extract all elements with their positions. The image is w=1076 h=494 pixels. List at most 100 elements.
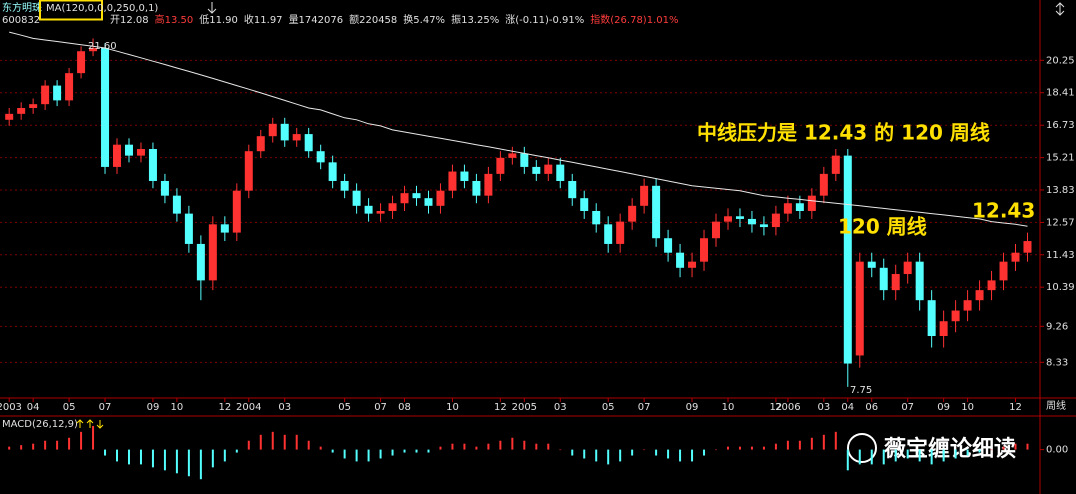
candle-body [148,149,157,181]
x-tick-label: 10 [722,402,735,413]
macd-bar [116,449,119,462]
candle-body [819,173,828,196]
macd-bar [104,449,107,456]
candle-body [927,300,936,337]
x-tick-label: 07 [99,402,112,413]
candle-body [712,221,721,239]
annotation: 中线压力是 12.43 的 120 周线 [697,121,990,145]
macd-bar [259,434,262,450]
macd-bar [235,449,238,453]
macd-bar [978,449,981,453]
y-tick-label: 8.33 [1046,357,1068,368]
macd-bar [918,449,921,462]
candle-body [328,162,337,181]
candle-body [136,149,145,156]
quote-item: 涨(-0.11)-0.91% [505,14,584,26]
candle-body [831,155,840,174]
candle-body [220,224,229,233]
y-tick-label: 12.57 [1046,217,1075,228]
candle-body [196,243,205,281]
macd-bar [703,449,706,456]
candle-body [963,300,972,311]
x-tick-label: 07 [901,402,914,413]
x-tick-label: 07 [638,402,651,413]
y-tick-label: 13.83 [1046,185,1075,196]
macd-bar [439,446,442,450]
quote-item: 收11.97 [244,13,283,26]
x-tick-label: 12 [494,402,507,413]
candle-body [412,193,421,199]
macd-bar [367,449,370,462]
watermark: 薇宝缠论细读 [884,436,1016,462]
candle-body [604,224,613,244]
candle-body [496,157,505,174]
y-tick-label: 9.26 [1046,321,1068,332]
annotation: 12.43 [972,199,1035,223]
macd-bar [846,449,849,471]
candle-body [747,218,756,225]
candle-body [376,210,385,214]
y-tick-label: 20.25 [1046,55,1075,66]
x-tick-label: 05 [602,402,615,413]
candle-body [879,267,888,291]
candle-body [304,134,313,152]
annotation: 7.75 [850,385,872,396]
macd-bar [930,449,933,465]
macd-bar [954,449,957,459]
candle-body [484,173,493,196]
macd-bar [583,449,586,459]
candle-body [795,203,804,211]
macd-bar [151,449,154,468]
macd-bar [307,440,310,450]
macd-bar [750,446,753,450]
macd-bar [68,437,71,450]
y-tick-label: 0.00 [1046,445,1068,456]
macd-bar [223,449,226,462]
macd-bar [691,449,694,462]
candle-body [544,164,553,174]
macd-bar [643,449,646,451]
macd-bar [667,449,670,459]
candle-body [89,47,98,52]
candle-body [735,216,744,219]
y-tick-label: 18.41 [1046,88,1075,99]
macd-bar [715,449,718,451]
candle-body [520,153,529,167]
macd-bar [56,440,59,450]
macd-bar [810,437,813,450]
macd-bar [475,446,478,450]
candle-body [771,213,780,228]
y-tick-label: 15.21 [1046,153,1075,164]
stock-name: 东方明珠 [2,1,42,14]
x-tick-label: 06 [865,402,878,413]
candle-body [280,123,289,141]
candle-body [759,224,768,228]
x-tick-label: 2004 [236,402,261,413]
macd-bar [726,446,729,450]
candle-body [460,171,469,181]
macd-bar [511,437,514,450]
candle-body [172,195,181,214]
candle-body [652,185,661,239]
macd-bar [1002,446,1005,450]
x-tick-label: 12 [770,402,783,413]
x-tick-label: 05 [338,402,351,413]
candle-body [17,108,26,114]
candle-body [232,190,241,233]
candle-body [556,164,565,181]
macd-bar [990,449,993,451]
candle-body [1011,252,1020,262]
candle-body [616,221,625,244]
candle-body [951,310,960,322]
macd-bar [906,449,909,459]
x-tick-label: 09 [686,402,699,413]
macd-bar [679,449,682,462]
macd-bar [571,449,574,456]
candle-body [580,198,589,211]
x-tick-label: 2006 [775,402,800,413]
candle-body [939,321,948,337]
macd-bar [427,449,430,453]
quote-item: 低11.90 [199,13,238,26]
macd-bar [523,440,526,450]
quote-item: 指数(26.78)1.01% [590,13,678,26]
